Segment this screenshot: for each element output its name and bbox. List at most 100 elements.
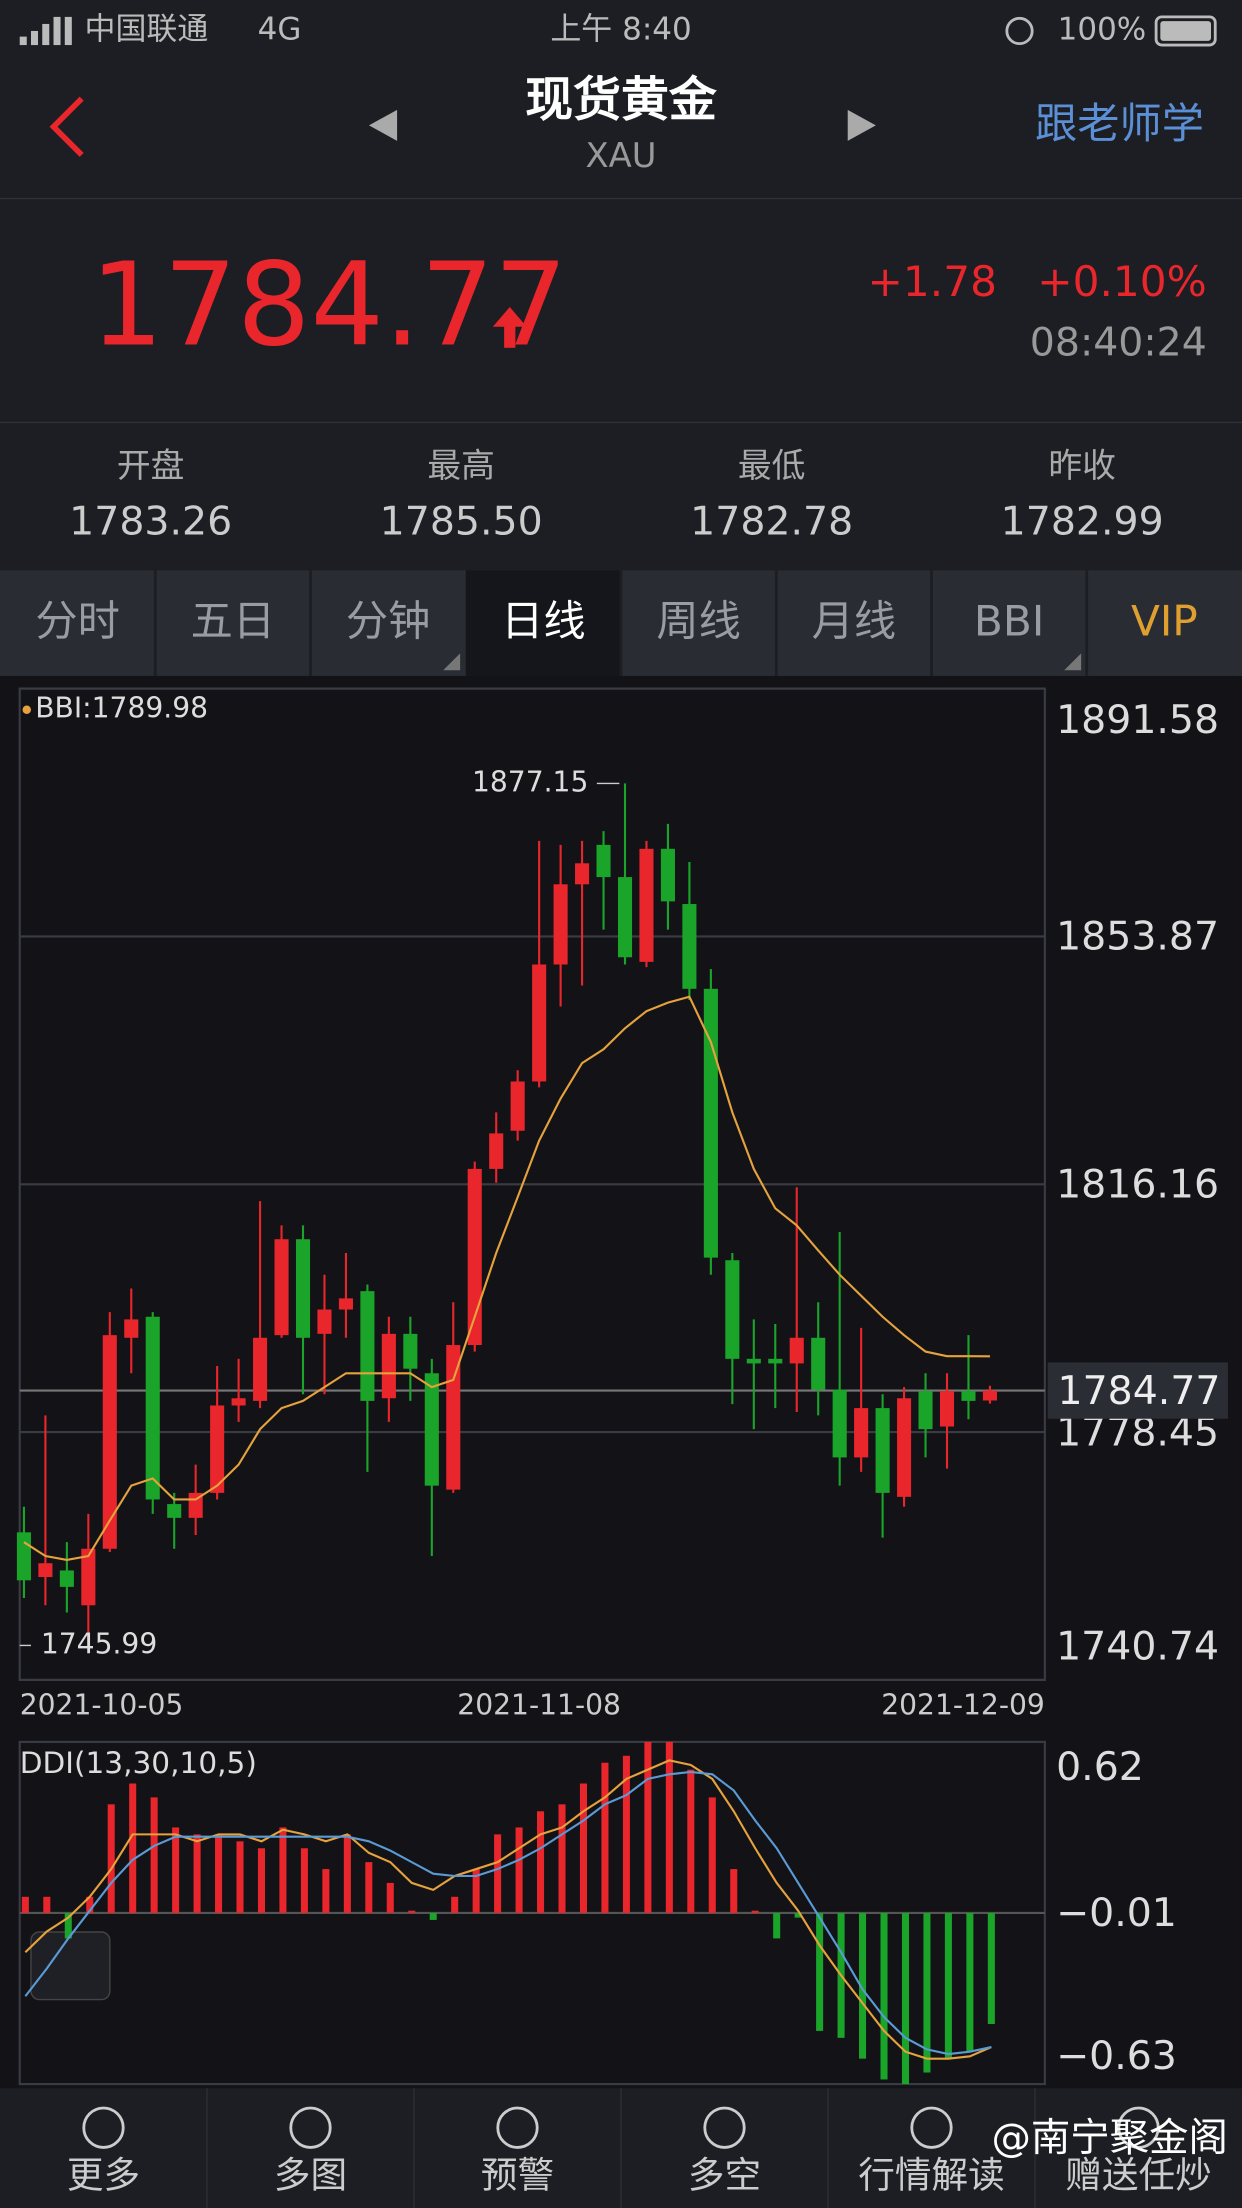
ddi-bar [107,1804,115,1913]
watermark: @南宁聚金阁 [991,2115,1227,2161]
toggle-icon[interactable] [30,1931,111,2001]
ddi-bar [966,1912,974,2052]
x-tick-label: 2021-10-05 [20,1689,184,1722]
candle-body [746,1358,761,1364]
battery-icon [1154,15,1217,47]
tab[interactable]: 周线 [656,596,740,645]
ddi-bar [901,1912,910,2085]
nav-icon [496,2106,539,2149]
stat-value: 1782.78 [690,498,853,544]
nav-item[interactable]: 多图 [274,2154,347,2197]
max-label: 1877.15 [472,765,588,798]
candle-body [124,1319,139,1338]
ddi-bar [279,1827,287,1913]
y-tick-label: 1853.87 [1056,914,1219,960]
back-button[interactable] [49,96,84,157]
carrier: 中国联通 [84,11,208,47]
candle-body [16,1532,31,1581]
stat-value: 1782.99 [1001,498,1164,544]
ddi-bar [515,1827,523,1913]
candle-body [682,904,697,989]
ddi-bar [150,1797,158,1913]
tab[interactable]: BBI [974,596,1044,645]
candle-body [725,1260,740,1359]
candle-body [210,1405,225,1493]
nav-item[interactable]: 预警 [481,2154,554,2197]
ddi-bar [300,1848,308,1913]
candle-body [510,1081,525,1131]
tab[interactable]: 日线 [501,596,585,645]
indicator-title: DDI(13,30,10,5) [20,1746,257,1780]
ddi-bar [687,1769,695,1913]
ddi-bar [816,1912,824,2031]
ddi-bar [794,1912,802,1918]
stat-value: 1785.50 [380,498,543,544]
legend: BBI:1789.98 [35,692,208,725]
next-arrow[interactable] [847,109,876,141]
nav-item[interactable]: 行情解读 [858,2154,1004,2197]
candle-body [982,1390,997,1401]
last-price-label: 1784.77 [1058,1368,1221,1414]
candle-body [360,1291,375,1401]
candle-body [918,1391,933,1430]
nav-icon [289,2106,332,2149]
tab[interactable]: 分钟 [346,596,430,645]
stat-label: 开盘 [117,446,185,485]
tab[interactable]: VIP [1131,596,1198,645]
ddi-bar [322,1869,330,1913]
ddi-line [24,1759,992,2060]
ddi-bar [215,1834,223,1913]
nav-item[interactable]: 多空 [688,2154,761,2197]
candle-body [317,1309,332,1334]
ddi-bar [172,1827,180,1913]
tab-corner [1064,653,1082,671]
y-tick-label: 1816.16 [1056,1162,1219,1208]
ddi-bar [257,1848,266,1913]
tab[interactable]: 分时 [35,596,119,645]
candle-body [38,1563,53,1578]
tab-selected [465,570,621,676]
ddi-bar [386,1882,394,1913]
ddi-bar [923,1912,931,2073]
min-label: 1745.99 [41,1627,157,1660]
tab[interactable]: 五日 [191,596,275,645]
candle-body [274,1239,289,1336]
candle-body [59,1570,74,1587]
price: 1784.77 [90,238,567,372]
title: 现货黄金 [525,73,717,128]
last-price-box [1047,1362,1228,1419]
ddi-bar [751,1910,759,1913]
ddi-bar [193,1834,201,1913]
candle-body [532,964,547,1082]
candle-body [596,844,611,878]
nav-icon [910,2106,953,2149]
prev-arrow[interactable] [368,109,398,141]
candle-body [295,1239,311,1338]
ddi-bar [622,1755,630,1913]
teacher-link[interactable]: 跟老师学 [1035,99,1204,148]
candle-body [768,1358,783,1364]
y-tick-label: 0.62 [1056,1744,1144,1790]
battery-text: 100% [1058,11,1147,47]
tab-corner [443,653,461,671]
ddi-bar [708,1797,716,1913]
stat-value: 1783.26 [69,498,232,544]
ddi-bar [944,1912,952,2059]
candle-body [897,1398,912,1497]
ddi-bar [343,1834,351,1913]
nav-item[interactable]: 更多 [67,2154,140,2197]
change: +1.78 [868,257,997,306]
tab[interactable]: 月线 [812,596,896,645]
ddi-bar [86,1896,94,1913]
quote-time: 08:40:24 [1030,319,1207,365]
candle-body [102,1335,117,1549]
candle-body [660,848,675,902]
ddi-bar [537,1811,545,1913]
candle-body [811,1337,826,1390]
candle-body [167,1504,182,1518]
ddi-bar [472,1869,480,1913]
nav-item[interactable]: 赠送任炒 [1065,2154,1211,2197]
legend-dot [22,705,31,714]
